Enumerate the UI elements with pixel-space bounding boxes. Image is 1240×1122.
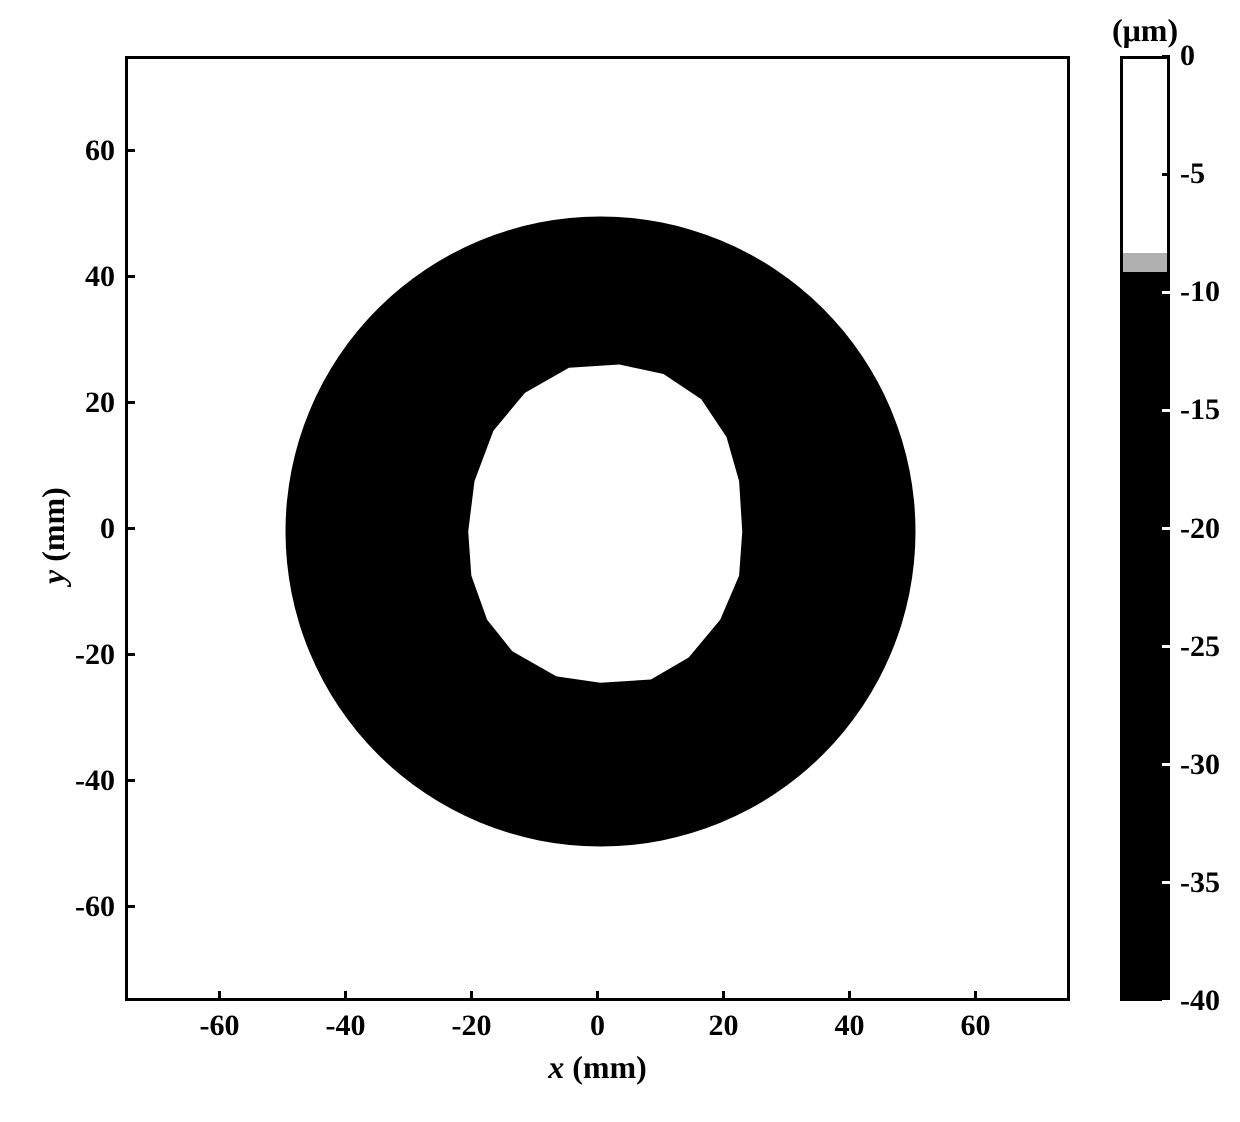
x-tick: [344, 991, 347, 1001]
colorbar-title: (μm): [1112, 12, 1178, 49]
y-tick-label: 20: [85, 386, 115, 420]
y-tick: [125, 149, 135, 152]
plot-area: [125, 56, 1070, 1001]
colorbar-tick: [1162, 763, 1170, 766]
y-tick-label: -20: [75, 638, 115, 672]
x-tick: [974, 991, 977, 1001]
colorbar-transition-band: [1123, 253, 1167, 272]
y-axis-label: y (mm): [35, 487, 72, 584]
x-tick-label: -20: [452, 1009, 492, 1043]
y-tick-label: 40: [85, 260, 115, 294]
colorbar-tick: [1162, 645, 1170, 648]
y-tick: [125, 905, 135, 908]
x-tick: [218, 991, 221, 1001]
colorbar-tick-label: -5: [1180, 157, 1205, 191]
y-tick: [125, 401, 135, 404]
x-tick-label: 20: [709, 1009, 739, 1043]
colorbar-tick-label: -15: [1180, 393, 1220, 427]
colorbar-tick: [1162, 881, 1170, 884]
x-tick-label: 40: [835, 1009, 865, 1043]
y-tick: [125, 527, 135, 530]
y-tick-label: 0: [100, 512, 115, 546]
x-tick: [848, 991, 851, 1001]
colorbar-tick: [1162, 55, 1170, 58]
x-tick-label: 0: [590, 1009, 605, 1043]
x-tick-label: 60: [961, 1009, 991, 1043]
colorbar-tick-label: -10: [1180, 275, 1220, 309]
colorbar-tick-label: 0: [1180, 39, 1195, 73]
x-tick: [596, 991, 599, 1001]
y-tick: [125, 275, 135, 278]
x-tick: [722, 991, 725, 1001]
colorbar-tick: [1162, 173, 1170, 176]
colorbar-tick-label: -35: [1180, 866, 1220, 900]
colorbar-fill: [1123, 272, 1167, 998]
y-tick-label: -40: [75, 764, 115, 798]
figure-root: x (mm) y (mm) (μm) -60 -40 -20 0 20 40 60 -60 -4…: [0, 0, 1240, 1122]
x-axis-label: x (mm): [548, 1049, 647, 1086]
y-tick: [125, 653, 135, 656]
x-tick: [470, 991, 473, 1001]
colorbar-tick-label: -30: [1180, 748, 1220, 782]
x-tick-label: -40: [326, 1009, 366, 1043]
annulus-heatmap: [128, 59, 1073, 1004]
x-tick-label: -60: [200, 1009, 240, 1043]
colorbar-tick: [1162, 409, 1170, 412]
y-tick: [125, 779, 135, 782]
y-tick-label: 60: [85, 134, 115, 168]
colorbar-tick: [1162, 1000, 1170, 1003]
colorbar-tick-label: -40: [1180, 984, 1220, 1018]
colorbar-tick: [1162, 527, 1170, 530]
y-tick-label: -60: [75, 890, 115, 924]
colorbar-tick-label: -20: [1180, 512, 1220, 546]
colorbar-tick-label: -25: [1180, 630, 1220, 664]
colorbar-tick: [1162, 291, 1170, 294]
